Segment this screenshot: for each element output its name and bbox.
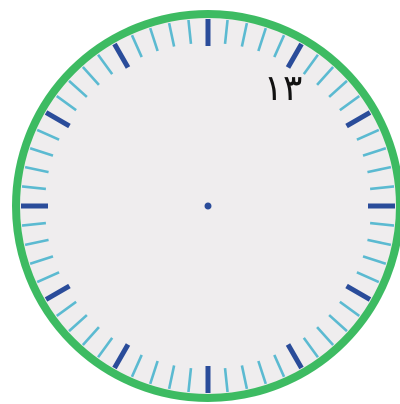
minor-tick	[130, 34, 143, 58]
clock-label: ١٣	[264, 68, 303, 109]
clock-ticks	[21, 19, 395, 393]
minor-tick	[369, 221, 395, 227]
minor-tick	[356, 271, 380, 284]
minor-tick	[257, 360, 268, 385]
minor-tick	[223, 367, 229, 393]
minor-tick	[257, 27, 268, 52]
minor-tick	[21, 185, 47, 191]
minor-tick	[97, 337, 114, 359]
major-tick	[345, 283, 372, 302]
minor-tick	[55, 300, 77, 317]
minor-tick	[362, 146, 387, 157]
minor-tick	[240, 365, 249, 390]
minor-tick	[187, 19, 193, 45]
minor-tick	[316, 326, 335, 346]
minor-tick	[21, 221, 47, 227]
minor-tick	[55, 95, 77, 112]
minor-tick	[187, 367, 193, 393]
major-tick	[285, 42, 304, 69]
minor-tick	[356, 128, 380, 141]
minor-tick	[273, 34, 286, 58]
minor-tick	[369, 185, 395, 191]
major-tick	[112, 42, 131, 69]
minor-tick	[328, 314, 348, 333]
minor-tick	[81, 66, 100, 86]
minor-tick	[339, 300, 361, 317]
minor-tick	[302, 53, 319, 75]
minor-tick	[273, 354, 286, 378]
minor-tick	[167, 365, 176, 390]
minor-tick	[302, 337, 319, 359]
minor-tick	[362, 255, 387, 266]
major-tick	[112, 343, 131, 370]
minor-tick	[36, 128, 60, 141]
minor-tick	[68, 79, 88, 98]
minor-tick	[223, 19, 229, 45]
minor-tick	[240, 22, 249, 47]
minor-tick	[367, 238, 392, 247]
minor-tick	[148, 360, 159, 385]
major-tick	[44, 283, 71, 302]
minor-tick	[339, 95, 361, 112]
minor-tick	[97, 53, 114, 75]
major-tick	[345, 110, 372, 129]
minor-tick	[36, 271, 60, 284]
major-tick	[44, 110, 71, 129]
major-tick	[285, 343, 304, 370]
minor-tick	[24, 238, 49, 247]
minor-tick	[167, 22, 176, 47]
center-dot	[204, 202, 212, 210]
minor-tick	[81, 326, 100, 346]
minor-tick	[316, 66, 335, 86]
minor-tick	[29, 146, 54, 157]
minor-tick	[24, 165, 49, 174]
minor-tick	[29, 255, 54, 266]
minor-tick	[130, 354, 143, 378]
minor-tick	[328, 79, 348, 98]
minor-tick	[148, 27, 159, 52]
minor-tick	[68, 314, 88, 333]
minor-tick	[367, 165, 392, 174]
